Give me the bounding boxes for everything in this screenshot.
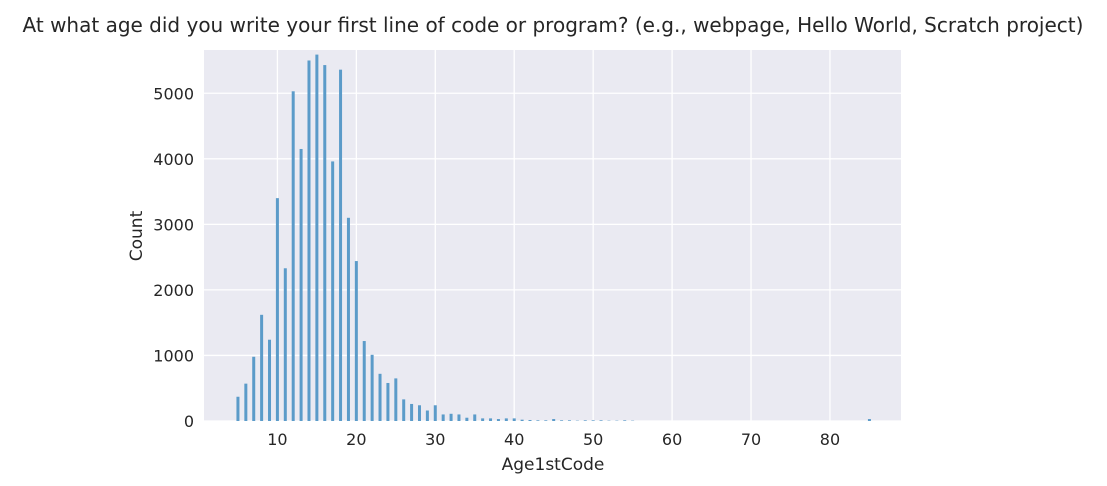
histogram-bar [868,419,871,421]
histogram-bar [473,414,476,421]
y-tick-label: 5000 [153,84,194,103]
histogram-bar [379,374,382,421]
y-tick-labels: 0 1000 2000 3000 4000 5000 [153,84,194,431]
histogram-bar [521,420,524,421]
histogram-bar [450,414,453,421]
x-tick-label: 80 [820,430,840,449]
histogram-bar [236,397,239,421]
histogram-bar [513,418,516,421]
histogram-bar [536,420,539,421]
x-tick-label: 70 [741,430,761,449]
y-axis-label: Count [127,210,147,261]
histogram-bar [371,355,374,421]
histogram-bar [529,420,532,421]
histogram-bar [410,404,413,421]
histogram-bar [584,420,587,421]
y-tick-label: 3000 [153,215,194,234]
x-tick-label: 60 [662,430,682,449]
histogram-bar [552,419,555,421]
y-tick-label: 4000 [153,150,194,169]
histogram-bar [426,411,429,421]
histogram-bar [386,383,389,421]
histogram-bar [465,418,468,421]
histogram-bar [292,91,295,421]
x-tick-label: 30 [425,430,445,449]
histogram-bar [505,418,508,421]
y-tick-label: 2000 [153,281,194,300]
histogram-bar [268,340,271,421]
x-tick-labels: 10 20 30 40 50 60 70 80 [267,430,840,449]
histogram-bar [560,420,563,421]
histogram-bar [307,60,310,421]
histogram-bar [315,55,318,421]
histogram-bar [600,420,603,421]
histogram-bar [363,341,366,421]
histogram-bar [481,418,484,421]
histogram-bar [489,418,492,421]
histogram-bar [323,65,326,421]
histogram-bar [284,268,287,421]
histogram-bar [331,161,334,421]
x-tick-label: 40 [504,430,524,449]
histogram-bar [276,198,279,421]
histogram-bar [497,419,500,421]
histogram-bar [592,420,595,421]
histogram-bar [355,261,358,421]
chart-title: At what age did you write your first lin… [23,13,1084,37]
histogram-bar [394,378,397,421]
histogram-bar [339,70,342,421]
histogram-bar [300,149,303,421]
histogram-bar [244,384,247,421]
histogram-bar [347,218,350,421]
histogram-bar [402,399,405,421]
x-axis-label: Age1stCode [502,455,605,475]
histogram-bar [568,420,571,421]
x-tick-label: 20 [346,430,366,449]
histogram-bar [434,405,437,421]
histogram-bar [623,420,626,421]
x-tick-label: 10 [267,430,287,449]
histogram-bar [457,414,460,421]
histogram-bar [442,414,445,421]
histogram-bar [252,357,255,421]
histogram-bar [544,420,547,421]
histogram-bar [260,315,263,421]
y-tick-label: 0 [184,412,194,431]
histogram-bar [418,405,421,421]
y-tick-label: 1000 [153,346,194,365]
x-tick-label: 50 [583,430,603,449]
